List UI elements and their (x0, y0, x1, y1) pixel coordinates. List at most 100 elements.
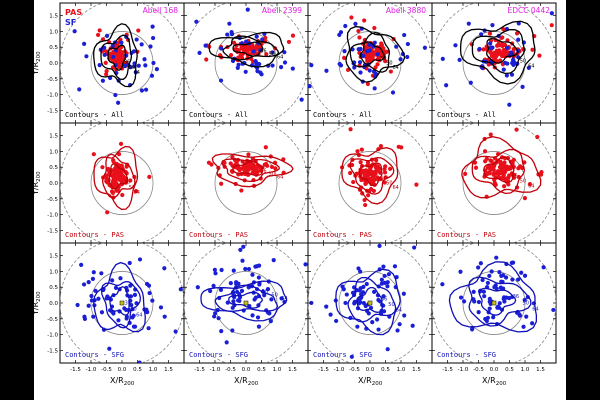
pas-galaxy-point (349, 15, 354, 20)
pas-galaxy-point (120, 53, 125, 58)
sf-galaxy-point (516, 37, 521, 42)
pas-galaxy-point (502, 165, 507, 170)
sf-galaxy-point (257, 282, 262, 287)
sf-galaxy-point (233, 280, 239, 285)
sf-galaxy-point (309, 63, 314, 68)
contour-level-label: 36 (513, 294, 519, 300)
pas-galaxy-point (133, 188, 139, 194)
contour-level-label: 50 (388, 302, 394, 308)
x-tick-label: 1.5 (536, 367, 545, 373)
pas-galaxy-point (342, 55, 347, 60)
x-tick-label: -0.5 (225, 367, 236, 373)
sf-galaxy-point (219, 329, 224, 334)
pas-galaxy-point (355, 149, 360, 154)
sf-galaxy-point (482, 294, 487, 299)
sf-galaxy-point (110, 278, 115, 283)
y-tick-label: 1.5 (49, 134, 58, 140)
contour-level-label: 64 (532, 306, 538, 312)
bcg-center-marker (119, 300, 125, 306)
pas-galaxy-point (414, 182, 419, 187)
sf-galaxy-point (219, 267, 224, 273)
sf-galaxy-point (392, 264, 398, 269)
contour-level-label: 64 (277, 54, 283, 60)
contour-level-label: 64 (392, 185, 398, 191)
y-tick-label: 0.0 (49, 61, 58, 67)
contour-level-label: 36 (262, 289, 268, 295)
pas-galaxy-point (112, 184, 118, 189)
pas-galaxy-point (231, 40, 237, 45)
sf-galaxy-point (500, 273, 506, 278)
density-contour (486, 37, 519, 64)
pas-galaxy-point (492, 163, 497, 169)
y-tick-label: 1.0 (49, 29, 58, 35)
pas-galaxy-point (103, 60, 108, 65)
sf-galaxy-point (225, 32, 230, 37)
sf-galaxy-point (130, 315, 135, 320)
pas-galaxy-point (251, 162, 256, 167)
pas-galaxy-point (269, 164, 275, 170)
sf-galaxy-point (128, 283, 133, 288)
density-contour (448, 261, 538, 333)
sf-galaxy-point (245, 7, 250, 12)
pas-galaxy-point (124, 164, 129, 169)
sf-galaxy-point (150, 24, 155, 29)
contour-type-label: Contours - SFG (65, 351, 124, 359)
sf-galaxy-point (361, 53, 366, 59)
sf-galaxy-point (444, 83, 449, 88)
x-tick-label: -0.5 (101, 367, 112, 373)
x-axis-label: X/R200 (110, 376, 135, 387)
density-contour (228, 291, 263, 309)
sf-galaxy-point (271, 258, 276, 263)
sf-galaxy-point (97, 63, 102, 68)
sf-galaxy-point (230, 305, 235, 310)
sf-galaxy-point (385, 347, 390, 352)
x-tick-label: -1.5 (194, 367, 205, 373)
density-contour (471, 148, 526, 195)
sf-galaxy-point (256, 324, 262, 329)
sf-galaxy-point (370, 320, 375, 325)
pas-galaxy-point (374, 158, 379, 163)
contour-level-label: 64 (281, 296, 287, 302)
y-tick-label: 0.5 (49, 45, 58, 51)
pas-galaxy-point (504, 176, 509, 181)
pas-galaxy-point (473, 165, 479, 170)
sf-galaxy-point (77, 87, 82, 92)
density-contour (208, 31, 285, 68)
sf-galaxy-point (356, 47, 361, 52)
cluster-name-label: EDCC 0442 (508, 6, 551, 15)
pas-galaxy-point (358, 159, 363, 165)
sf-galaxy-point (472, 299, 477, 304)
sf-galaxy-point (208, 288, 213, 294)
sf-galaxy-point (357, 301, 362, 306)
legend-pas: PAS (65, 8, 82, 17)
sf-galaxy-point (499, 279, 504, 284)
y-axis-label: Y/R200 (31, 171, 42, 196)
sf-galaxy-point (136, 63, 141, 68)
sf-galaxy-point (212, 314, 217, 319)
pas-galaxy-point (239, 188, 244, 193)
sf-galaxy-point (390, 90, 396, 95)
x-tick-label: 0.5 (381, 367, 390, 373)
pas-galaxy-point (255, 169, 260, 175)
sf-galaxy-point (344, 292, 349, 297)
sf-galaxy-point (494, 255, 499, 260)
sf-galaxy-point (150, 35, 156, 41)
pas-galaxy-point (514, 31, 520, 36)
r200-inner-circle (338, 271, 402, 335)
sf-galaxy-point (129, 302, 134, 308)
pas-galaxy-point (371, 188, 376, 193)
pas-galaxy-point (247, 44, 252, 49)
sf-galaxy-point (243, 266, 248, 272)
pas-galaxy-point (100, 165, 105, 170)
pas-galaxy-point (535, 134, 540, 140)
contour-level-label: 64 (528, 184, 534, 190)
sf-galaxy-point (102, 45, 107, 50)
pas-galaxy-point (114, 67, 119, 72)
panel-frame (183, 122, 309, 244)
sf-galaxy-point (143, 63, 148, 68)
sf-galaxy-point (385, 280, 390, 285)
r200-inner-circle (90, 151, 154, 215)
